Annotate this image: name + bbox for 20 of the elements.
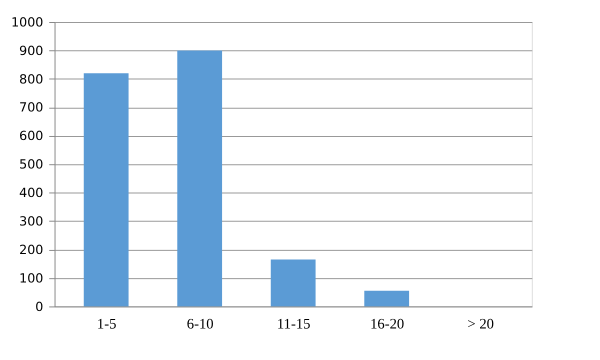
bar: [84, 73, 129, 306]
y-tick-label: 700: [19, 100, 44, 115]
y-tick-label: 600: [19, 128, 44, 144]
x-tick-label: > 20: [467, 316, 494, 332]
y-tick-label: 400: [19, 185, 44, 200]
y-tick-label: 300: [19, 213, 44, 228]
x-tick-label: 1-5: [96, 316, 116, 332]
y-tick-label: 800: [19, 71, 44, 86]
y-tick-label: 500: [19, 156, 44, 172]
bar: [364, 290, 410, 306]
y-tick-label: 200: [19, 242, 44, 257]
y-tick-label: 900: [19, 42, 44, 58]
y-tick-label: 100: [19, 270, 44, 286]
x-tick-label: 11-15: [276, 316, 310, 332]
bar: [177, 50, 222, 306]
y-tick-label: 0: [35, 298, 44, 314]
x-tick-label: 6-10: [186, 316, 214, 332]
y-tick-label: 1000: [11, 14, 44, 30]
bar: [270, 260, 316, 306]
x-tick-label: 16-20: [370, 316, 404, 332]
